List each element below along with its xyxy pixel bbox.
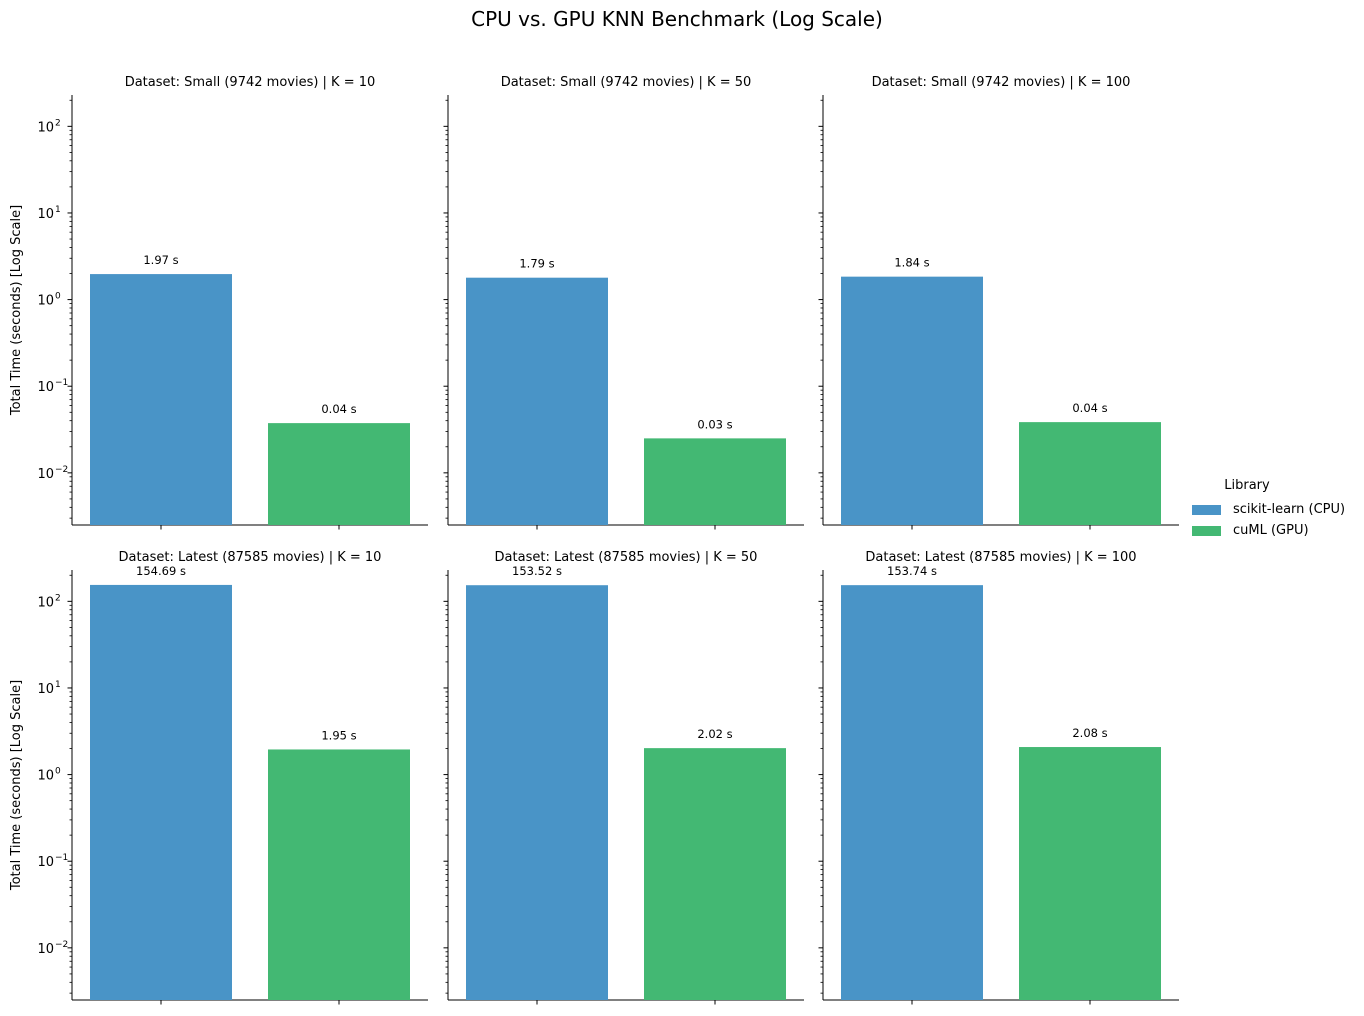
bar-value-label: 1.79 s (519, 257, 554, 271)
bar-cpu (841, 585, 983, 1000)
y-tick-exponent: −1 (55, 853, 68, 863)
facet-panel: Dataset: Small (9742 movies) | K = 100 1.… (818, 75, 1179, 530)
legend: Library scikit-learn (CPU) cuML (GPU) (1192, 478, 1362, 541)
facet-panel: Dataset: Small (9742 movies) | K = 1010−… (9, 75, 428, 530)
y-tick-label: 10 (37, 595, 54, 610)
legend-label-cpu: scikit-learn (CPU) (1233, 502, 1346, 517)
bar-value-label: 0.03 s (697, 417, 732, 431)
bar-cpu (90, 274, 232, 525)
bar-gpu (1019, 422, 1161, 525)
bar-cpu (466, 277, 608, 525)
bar-value-label: 0.04 s (321, 402, 356, 416)
bar-value-label: 1.97 s (143, 253, 178, 267)
legend-title: Library (1224, 478, 1270, 493)
bar-value-label: 2.08 s (1072, 726, 1107, 740)
panel-title: Dataset: Small (9742 movies) | K = 50 (501, 75, 752, 90)
y-tick-exponent: −2 (55, 465, 68, 475)
bar-gpu (644, 748, 786, 1000)
y-tick-label: 10 (37, 769, 54, 784)
bar-value-label: 153.52 s (512, 564, 562, 578)
y-tick-exponent: −2 (55, 940, 68, 950)
facet-panel: Dataset: Latest (87585 movies) | K = 101… (9, 550, 428, 1005)
legend-item-cpu: scikit-learn (CPU) (1192, 499, 1362, 520)
y-axis-label: Total Time (seconds) [Log Scale] (9, 680, 24, 891)
y-tick-exponent: −1 (55, 378, 68, 388)
bar-value-label: 2.02 s (697, 727, 732, 741)
bar-cpu (466, 585, 608, 1000)
y-tick-exponent: 1 (55, 680, 61, 690)
bar-value-label: 1.95 s (321, 728, 356, 742)
facet-panel: Dataset: Latest (87585 movies) | K = 100… (818, 550, 1179, 1005)
legend-label-gpu: cuML (GPU) (1233, 523, 1309, 538)
y-tick-label: 10 (37, 120, 54, 135)
y-tick-label: 10 (37, 294, 54, 309)
bar-gpu (268, 423, 410, 525)
legend-item-gpu: cuML (GPU) (1192, 520, 1362, 541)
y-tick-label: 10 (37, 207, 54, 222)
bar-gpu (268, 749, 410, 1000)
y-tick-label: 10 (37, 855, 54, 870)
facet-panel: Dataset: Small (9742 movies) | K = 50 1.7… (443, 75, 804, 530)
bar-gpu (644, 438, 786, 525)
panel-title: Dataset: Latest (87585 movies) | K = 50 (495, 550, 758, 565)
panel-title: Dataset: Small (9742 movies) | K = 100 (872, 75, 1131, 90)
panel-title: Dataset: Small (9742 movies) | K = 10 (125, 75, 376, 90)
y-tick-label: 10 (37, 467, 54, 482)
bar-cpu (841, 276, 983, 525)
chart-title: CPU vs. GPU KNN Benchmark (Log Scale) (471, 7, 883, 31)
y-tick-exponent: 1 (55, 205, 61, 215)
panel-title: Dataset: Latest (87585 movies) | K = 10 (119, 550, 382, 565)
bar-value-label: 0.04 s (1072, 401, 1107, 415)
y-tick-exponent: 2 (55, 118, 61, 128)
bar-gpu (1019, 747, 1161, 1000)
bar-value-label: 1.84 s (894, 256, 929, 270)
legend-swatch-cpu (1192, 504, 1221, 515)
y-tick-exponent: 0 (55, 767, 61, 777)
legend-swatch-gpu (1192, 525, 1221, 536)
y-axis-label: Total Time (seconds) [Log Scale] (9, 205, 24, 416)
bar-value-label: 154.69 s (136, 564, 186, 578)
bar-value-label: 153.74 s (887, 564, 937, 578)
y-tick-exponent: 2 (55, 593, 61, 603)
y-tick-label: 10 (37, 942, 54, 957)
facet-grid: Dataset: Small (9742 movies) | K = 1010−… (9, 75, 1179, 1005)
bar-cpu (90, 584, 232, 1000)
panel-title: Dataset: Latest (87585 movies) | K = 100 (865, 550, 1136, 565)
facet-panel: Dataset: Latest (87585 movies) | K = 501… (443, 550, 804, 1005)
y-tick-exponent: 0 (55, 292, 61, 302)
y-tick-label: 10 (37, 380, 54, 395)
y-tick-label: 10 (37, 682, 54, 697)
